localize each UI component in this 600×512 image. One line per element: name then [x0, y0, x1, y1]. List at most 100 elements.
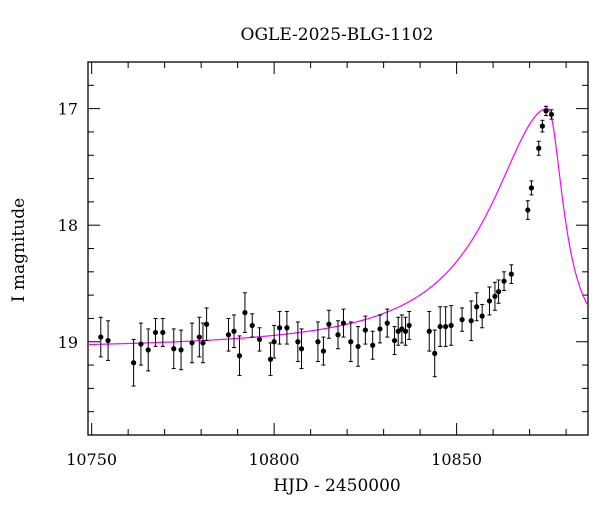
data-point [225, 317, 232, 352]
data-point [391, 326, 398, 356]
data-point [370, 330, 376, 360]
data-marker [98, 334, 104, 340]
axis-ticks [88, 61, 588, 436]
data-point [298, 328, 305, 370]
data-point [348, 321, 354, 363]
data-marker [348, 339, 354, 345]
data-marker [320, 348, 327, 354]
data-marker [437, 323, 443, 330]
data-marker [256, 336, 263, 343]
data-marker [196, 334, 202, 340]
data-marker [543, 108, 549, 114]
data-point [204, 307, 210, 342]
data-point [131, 338, 137, 387]
data-point [384, 308, 390, 338]
data-point [160, 317, 166, 347]
tick-labels: 10750 10800 10850 17 18 19 [58, 100, 482, 469]
data-marker [362, 327, 368, 333]
data-marker [152, 329, 159, 336]
data-marker [171, 346, 177, 352]
data-marker [178, 347, 184, 353]
data-point [171, 328, 177, 370]
data-point [249, 313, 255, 338]
data-point [335, 320, 341, 350]
data-point [508, 264, 514, 284]
data-point [443, 306, 449, 347]
data-marker [384, 320, 390, 326]
data-marker [315, 339, 321, 345]
data-point [267, 342, 274, 377]
data-point [178, 329, 184, 371]
data-point [320, 336, 327, 366]
data-point [355, 326, 361, 367]
chart-title: OGLE-2025-BLG-1102 [241, 25, 434, 45]
data-marker [295, 339, 301, 345]
data-marker [249, 322, 255, 329]
data-point [486, 286, 493, 316]
data-point [189, 322, 195, 364]
data-marker [536, 145, 542, 151]
data-point [340, 308, 347, 338]
data-marker [267, 356, 274, 362]
data-marker [377, 326, 383, 332]
data-marker [432, 350, 438, 357]
y-axis-label: I magnitude [9, 198, 29, 302]
data-marker [501, 278, 507, 284]
data-point [495, 279, 502, 304]
data-marker [284, 325, 290, 331]
data-marker [479, 313, 485, 319]
data-marker [242, 310, 248, 316]
data-marker [468, 318, 474, 324]
data-point [492, 281, 498, 311]
x-tick-label: 10850 [431, 450, 482, 469]
data-point [377, 314, 383, 344]
y-tick-label: 17 [58, 100, 78, 119]
data-marker [340, 320, 347, 326]
data-marker [355, 343, 361, 350]
data-marker [204, 321, 210, 327]
data-marker [406, 322, 412, 329]
data-point [525, 200, 531, 220]
data-marker [189, 340, 195, 346]
data-point [459, 307, 465, 332]
data-point [145, 328, 151, 372]
data-marker [225, 332, 232, 338]
data-point [362, 315, 368, 345]
data-point [236, 335, 243, 377]
data-point [284, 310, 290, 345]
data-marker [492, 293, 498, 299]
data-marker [200, 340, 206, 346]
data-marker [298, 346, 305, 352]
data-marker [486, 298, 493, 304]
data-marker [391, 337, 398, 344]
data-point [406, 310, 412, 340]
data-marker [271, 339, 277, 345]
data-point [295, 321, 301, 363]
data-point [402, 316, 409, 346]
data-point [536, 140, 542, 156]
data-marker [236, 353, 243, 359]
data-point [548, 109, 555, 120]
x-axis-label: HJD - 2450000 [273, 476, 401, 496]
data-marker [326, 321, 332, 327]
data-point [105, 320, 111, 361]
data-point [231, 314, 237, 349]
data-marker [335, 332, 341, 338]
data-point [138, 322, 144, 366]
data-marker [548, 111, 555, 118]
data-marker [443, 323, 449, 330]
data-point [426, 310, 432, 352]
data-marker [426, 328, 432, 334]
plot-area [88, 105, 588, 387]
data-marker [402, 328, 409, 334]
data-point [501, 271, 507, 291]
data-point [543, 105, 549, 117]
data-point [479, 303, 485, 329]
data-marker [525, 207, 531, 213]
data-point [277, 310, 283, 345]
data-marker [495, 289, 502, 295]
data-point [98, 316, 104, 358]
data-marker [160, 329, 166, 336]
